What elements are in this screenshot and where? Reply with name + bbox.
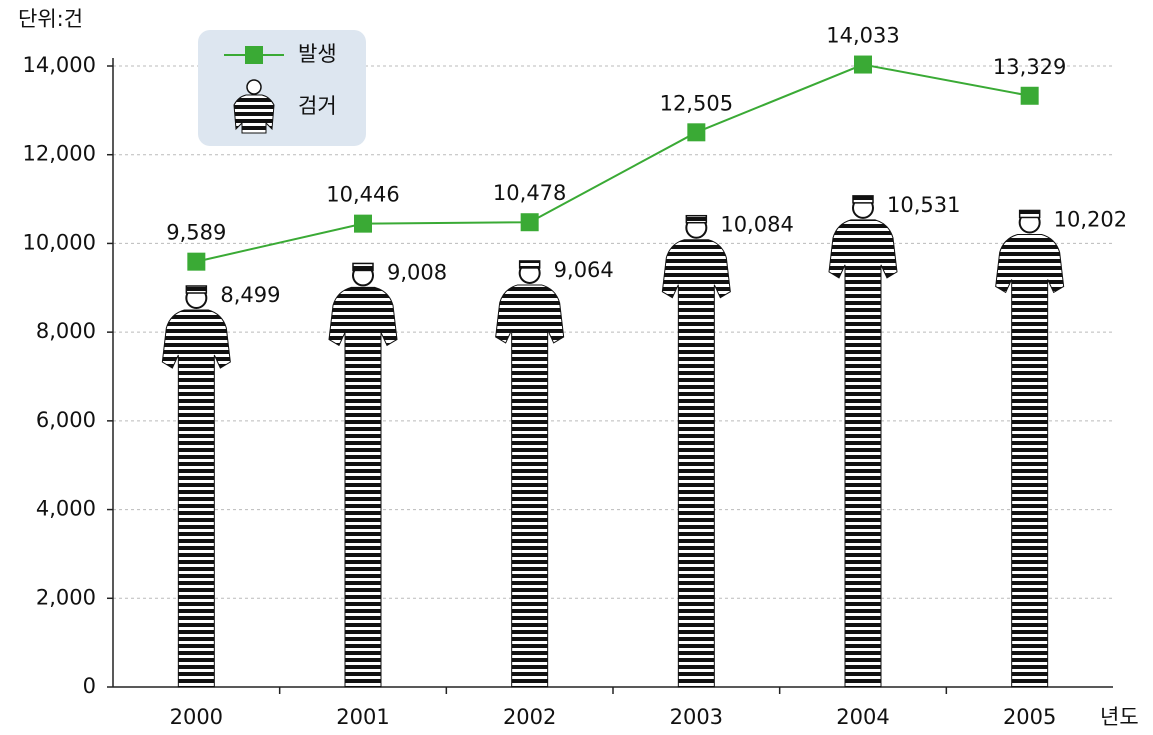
pictogram-bar — [495, 284, 565, 688]
x-tick-label: 2002 — [503, 705, 556, 729]
value-label: 10,202 — [1054, 207, 1127, 231]
line-marker — [354, 214, 372, 233]
value-label: 10,084 — [720, 213, 793, 237]
x-tick-label: 2005 — [1003, 705, 1056, 729]
value-label: 9,008 — [387, 260, 447, 284]
x-tick-label: 2001 — [336, 705, 389, 729]
value-label: 14,033 — [826, 24, 899, 48]
pictogram-bar — [328, 286, 398, 688]
x-axis-label: 년도 — [1100, 705, 1139, 729]
value-label: 10,446 — [326, 183, 399, 207]
value-label: 8,499 — [220, 283, 280, 307]
value-label: 9,064 — [554, 258, 614, 282]
figure-cap — [518, 260, 541, 269]
y-tick-label: 6,000 — [36, 408, 96, 432]
line-marker — [687, 123, 706, 142]
x-tick-label: 2000 — [170, 705, 223, 729]
legend-box — [198, 30, 366, 146]
y-tick-label: 8,000 — [36, 319, 96, 343]
value-label: 10,531 — [887, 193, 960, 217]
figure-head — [246, 79, 262, 95]
line-marker — [854, 55, 872, 74]
legend-label: 검거 — [298, 94, 337, 118]
y-tick-label: 2,000 — [36, 585, 96, 609]
y-tick-label: 12,000 — [23, 142, 96, 166]
x-tick-label: 2004 — [836, 705, 889, 729]
line-marker — [1020, 86, 1039, 105]
figure-cap — [852, 195, 874, 204]
figure-cap — [352, 262, 374, 272]
legend-label: 발생 — [298, 42, 337, 66]
line-marker — [187, 252, 206, 271]
figure-cap — [185, 285, 208, 294]
legend-icon-body — [233, 94, 275, 134]
value-label: 9,589 — [166, 221, 226, 245]
pictogram-bar — [661, 239, 731, 688]
figure-cap — [1018, 209, 1041, 219]
legend-marker — [245, 46, 263, 64]
legend-icon — [233, 79, 275, 134]
line-marker — [520, 213, 539, 232]
figure-cap — [685, 214, 708, 224]
unit-label: 단위:건 — [18, 7, 83, 31]
x-tick-label: 2003 — [670, 705, 723, 729]
value-label: 13,329 — [993, 55, 1066, 79]
value-label: 10,478 — [493, 181, 566, 205]
pictogram-bar — [161, 309, 231, 688]
y-tick-label: 10,000 — [23, 230, 96, 254]
y-tick-label: 4,000 — [36, 497, 96, 521]
y-tick-label: 14,000 — [23, 53, 96, 77]
pictogram-bar — [828, 219, 898, 688]
line — [196, 63, 1030, 263]
value-label: 12,505 — [660, 91, 733, 115]
y-tick-label: 0 — [83, 674, 96, 698]
pictogram-bar — [995, 233, 1065, 688]
